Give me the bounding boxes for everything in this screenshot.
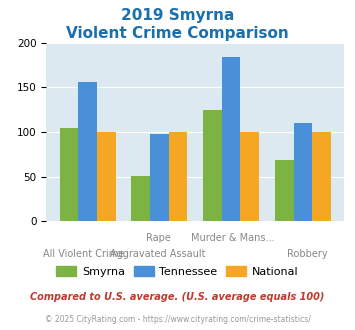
Bar <box>78 82 97 221</box>
Bar <box>275 160 294 221</box>
Bar <box>60 128 78 221</box>
Bar <box>97 132 116 221</box>
Text: All Violent Crime: All Violent Crime <box>43 249 124 259</box>
Bar <box>169 132 187 221</box>
Text: Compared to U.S. average. (U.S. average equals 100): Compared to U.S. average. (U.S. average … <box>30 292 325 302</box>
Text: © 2025 CityRating.com - https://www.cityrating.com/crime-statistics/: © 2025 CityRating.com - https://www.city… <box>45 315 310 324</box>
Text: Murder & Mans...: Murder & Mans... <box>191 233 274 243</box>
Bar <box>312 132 331 221</box>
Bar <box>294 123 312 221</box>
Bar <box>150 134 169 221</box>
Bar <box>131 176 150 221</box>
Text: Rape: Rape <box>146 233 170 243</box>
Legend: Smyrna, Tennessee, National: Smyrna, Tennessee, National <box>52 261 303 281</box>
Text: Violent Crime Comparison: Violent Crime Comparison <box>66 26 289 41</box>
Text: 2019 Smyrna: 2019 Smyrna <box>121 8 234 23</box>
Text: Aggravated Assault: Aggravated Assault <box>110 249 206 259</box>
Bar <box>203 110 222 221</box>
Bar <box>240 132 259 221</box>
Bar <box>222 57 240 221</box>
Text: Robbery: Robbery <box>287 249 327 259</box>
